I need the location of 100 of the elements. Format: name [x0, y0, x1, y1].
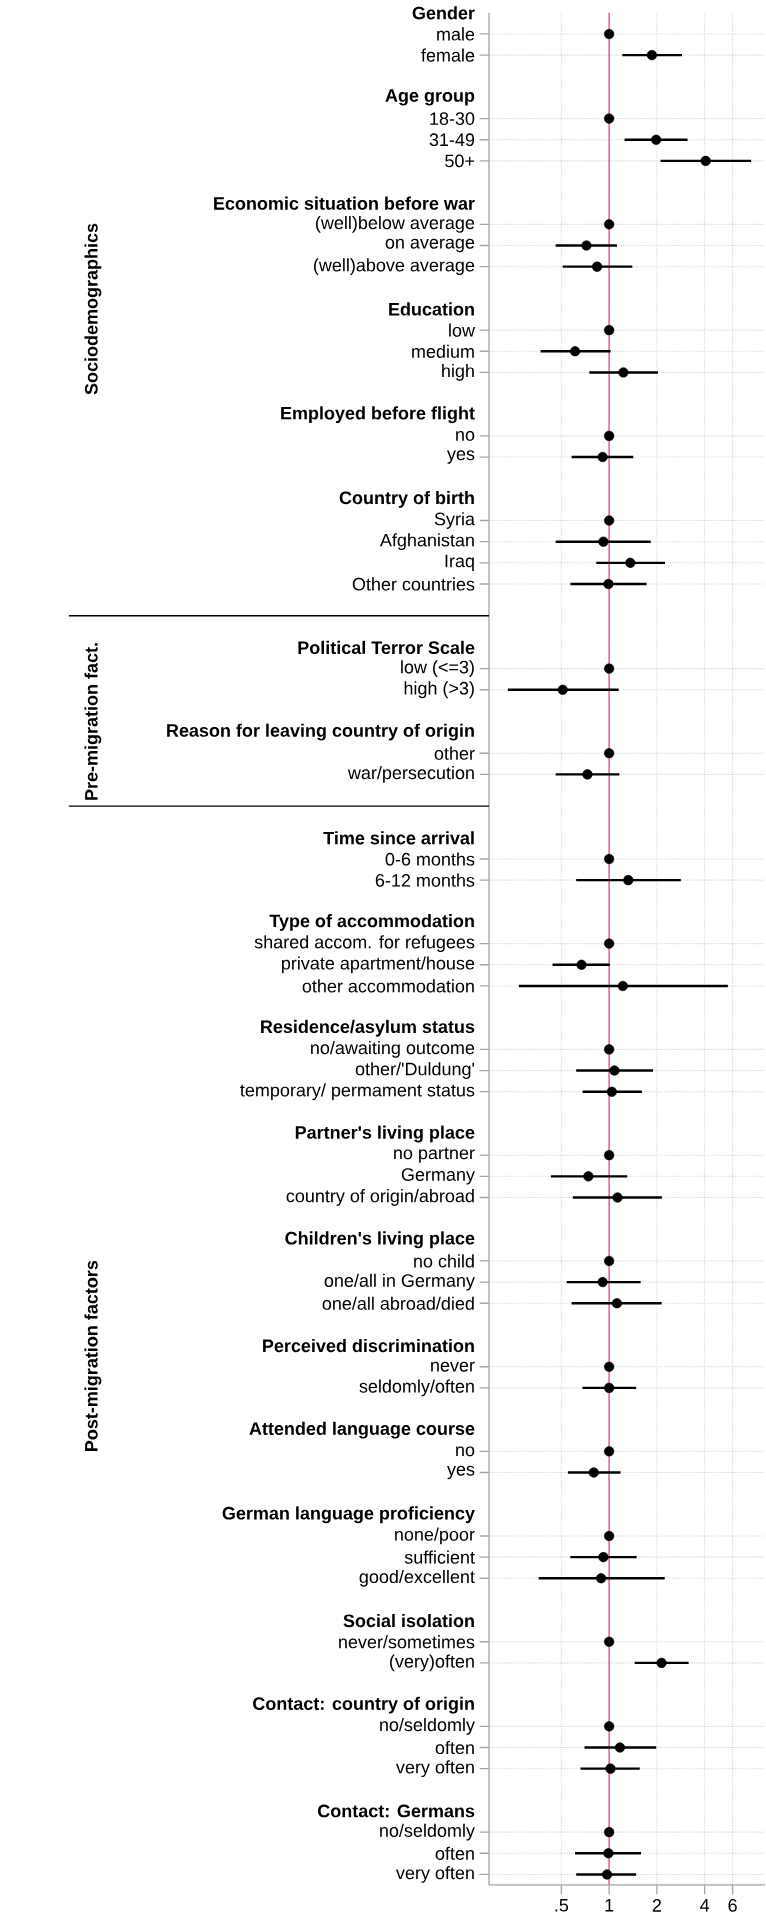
point — [604, 1446, 615, 1457]
point — [604, 853, 615, 865]
point — [604, 938, 615, 949]
y-tick-label: temporary/ permament status — [240, 1083, 475, 1101]
point — [651, 134, 662, 145]
point — [609, 1065, 620, 1076]
point — [604, 113, 615, 124]
y-tick-label: Political Terror Scale — [298, 640, 475, 655]
point — [604, 515, 615, 526]
y-tick-label: Contact: Germans — [318, 1804, 475, 1818]
y-tick-label: high (>3) — [404, 681, 474, 699]
y-tick-label: Education — [389, 302, 475, 316]
y-tick-label: no/seldomly — [380, 1717, 476, 1735]
point — [606, 1086, 618, 1097]
point — [604, 1721, 615, 1732]
point — [604, 1255, 615, 1267]
y-tick-label: low (<=3) — [401, 660, 474, 677]
y-tick-label: never — [431, 1361, 475, 1372]
point — [604, 1636, 615, 1647]
x-tick-label: 2 — [652, 1899, 662, 1912]
y-tick-label: 31-49 — [429, 133, 475, 147]
y-tick-label: 50+ — [445, 154, 475, 168]
point — [604, 748, 615, 759]
y-tick-label: other — [434, 746, 475, 760]
point — [604, 430, 615, 441]
y-tick-label: female — [421, 48, 475, 62]
y-tick-label: Children's living place — [285, 1231, 475, 1249]
y-tick-label: Reason for leaving country of origin — [167, 723, 475, 741]
point — [604, 1150, 615, 1161]
point — [646, 50, 658, 61]
y-tick-label: Germany — [402, 1168, 476, 1185]
y-tick-label: no partner — [394, 1147, 475, 1163]
y-tick-label: one/all in Germany — [324, 1273, 476, 1291]
point — [604, 219, 615, 230]
y-tick-label: no — [456, 430, 475, 441]
point — [602, 1869, 613, 1880]
y-tick-label: yes — [447, 450, 475, 464]
y-tick-label: Perceived discrimination — [263, 1338, 475, 1353]
y-tick-label: Other countries — [352, 577, 475, 591]
point — [604, 1827, 615, 1838]
point — [605, 1763, 616, 1774]
y-tick-label: 6-12 months — [375, 873, 475, 887]
point — [598, 1552, 609, 1563]
y-tick-label: no/seldomly — [380, 1823, 476, 1841]
y-tick-label: none/poor — [395, 1527, 475, 1545]
y-tick-label: Iraq — [445, 554, 474, 571]
y-tick-label: Social isolation — [343, 1613, 475, 1628]
x-tick-label: 4 — [700, 1899, 710, 1912]
point — [604, 663, 615, 674]
y-tick-label: good/excellent — [359, 1569, 475, 1587]
y-tick-label: medium — [412, 344, 474, 358]
y-tick-label: private apartment/house — [282, 956, 475, 974]
y-tick-label: Gender — [412, 6, 475, 20]
y-tick-label: other accommodation — [302, 979, 474, 993]
point — [603, 578, 614, 590]
y-tick-label: 18-30 — [430, 112, 475, 125]
x-tick-label: .5 — [555, 1899, 569, 1912]
y-tick-label: Country of birth — [339, 490, 475, 508]
point — [604, 1044, 615, 1055]
y-tick-label: low — [449, 323, 476, 337]
y-tick-label: Economic situation before war — [214, 196, 475, 210]
y-tick-label: other/'Duldung' — [355, 1062, 475, 1079]
y-tick-label: high — [442, 364, 474, 381]
point — [604, 1530, 615, 1542]
point — [598, 536, 609, 547]
point — [612, 1192, 623, 1203]
y-tick-label: (very)often — [390, 1654, 474, 1672]
y-tick-label: Time since arrival — [323, 831, 474, 845]
y-tick-label: Type of accommodation — [269, 914, 475, 931]
x-tick-label: 1 — [605, 1899, 614, 1912]
y-tick-label: Partner's living place — [295, 1125, 475, 1143]
y-tick-label: Employed before flight — [281, 406, 475, 424]
y-tick-label: no — [456, 1446, 475, 1457]
text: Post-migration factors — [84, 1260, 102, 1451]
y-tick-label: Contact: country of origin — [253, 1696, 475, 1714]
y-tick-label: no/awaiting outcome — [311, 1041, 475, 1058]
y-tick-label: often — [435, 1846, 474, 1860]
y-tick-label: never/sometimes — [339, 1635, 475, 1649]
y-tick-label: very often — [396, 1866, 474, 1883]
y-tick-label: very often — [396, 1760, 474, 1778]
y-tick-label: Residence/asylum status — [261, 1019, 475, 1037]
y-tick-label: sufficient — [404, 1550, 475, 1564]
y-tick-label: shared accom. for refugees — [254, 935, 475, 953]
y-tick-label: Attended language course — [249, 1421, 475, 1439]
y-tick-label: on average — [385, 238, 475, 253]
x-tick-label: 6 — [728, 1899, 737, 1912]
y-tick-label: seldomly/often — [359, 1379, 474, 1397]
y-tick-label: male — [437, 27, 475, 41]
y-tick-label: one/all abroad/died — [322, 1296, 474, 1310]
y-tick-label: German language proficiency — [222, 1506, 476, 1524]
y-tick-label: war/persecution — [348, 765, 474, 783]
point — [603, 1848, 614, 1859]
point — [604, 1382, 615, 1393]
point — [604, 1361, 615, 1372]
y-tick-label: no child — [414, 1254, 474, 1268]
y-tick-label: (well)below average — [316, 215, 475, 233]
y-tick-label: yes — [447, 1465, 475, 1480]
y-tick-label: Syria — [434, 512, 476, 529]
y-tick-label: 0-6 months — [385, 852, 475, 866]
point — [604, 28, 615, 40]
